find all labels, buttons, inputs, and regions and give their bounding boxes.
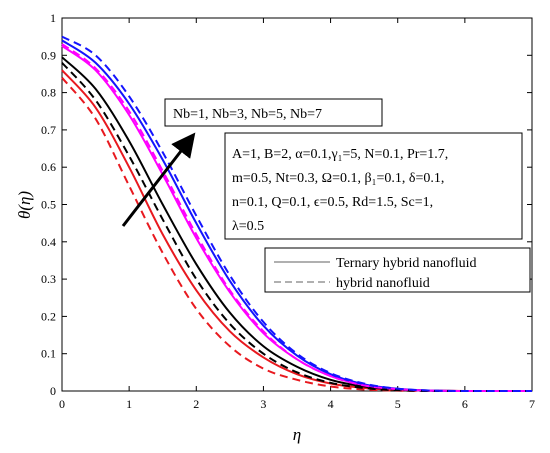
legend-label-hybrid: hybrid nanofluid <box>336 276 430 291</box>
x-tick-label: 3 <box>260 397 266 411</box>
legend-box <box>264 247 531 293</box>
x-tick-label: 5 <box>395 397 401 411</box>
x-axis-label: η <box>293 425 301 444</box>
y-tick-label: 0.6 <box>41 160 56 174</box>
x-tick-label: 6 <box>462 397 468 411</box>
y-tick-label: 0.4 <box>41 235 56 249</box>
axis-ticks: 0 1 2 3 4 5 6 7 0 0.1 0.2 0.3 0.4 0.5 0.6 0.7 0.8 0.9 1 <box>41 11 535 411</box>
y-tick-label: 0.7 <box>41 123 56 137</box>
y-tick-label: 0.9 <box>41 48 56 62</box>
y-tick-label: 0.1 <box>41 347 56 361</box>
x-tick-label: 0 <box>59 397 65 411</box>
parameter-line-2: m=0.5, Nt=0.3, Ω=0.1, β₁=0.1, δ=0.1, <box>232 171 444 186</box>
y-tick-label: 0.8 <box>41 86 56 100</box>
curves <box>61 35 532 393</box>
legend-label-ternary: Ternary hybrid nanofluid <box>336 256 477 271</box>
y-axis-label: θ(η) <box>15 191 34 219</box>
parameter-line-4: λ=0.5 <box>232 219 264 234</box>
x-tick-label: 7 <box>529 397 535 411</box>
x-tick-label: 4 <box>328 397 334 411</box>
y-tick-label: 0.2 <box>41 309 56 323</box>
nb-annotation-text: Nb=1, Nb=3, Nb=5, Nb=7 <box>173 107 322 122</box>
series-line-7 <box>61 35 532 393</box>
x-tick-label: 2 <box>193 397 199 411</box>
x-tick-label: 1 <box>126 397 132 411</box>
y-tick-label: 1 <box>50 11 56 25</box>
y-tick-label: 0.3 <box>41 272 56 286</box>
y-tick-label: 0 <box>50 384 56 398</box>
parameter-line-1: A=1, B=2, α=0.1,γ₁=5, N=0.1, Pr=1.7, <box>232 147 448 162</box>
trend-arrow <box>121 132 196 227</box>
y-tick-label: 0.5 <box>41 198 56 212</box>
parameter-line-3: n=0.1, Q=0.1, ϵ=0.5, Rd=1.5, Sc=1, <box>232 195 433 210</box>
nb-annotation-box <box>164 98 383 127</box>
parameter-box <box>224 132 523 240</box>
